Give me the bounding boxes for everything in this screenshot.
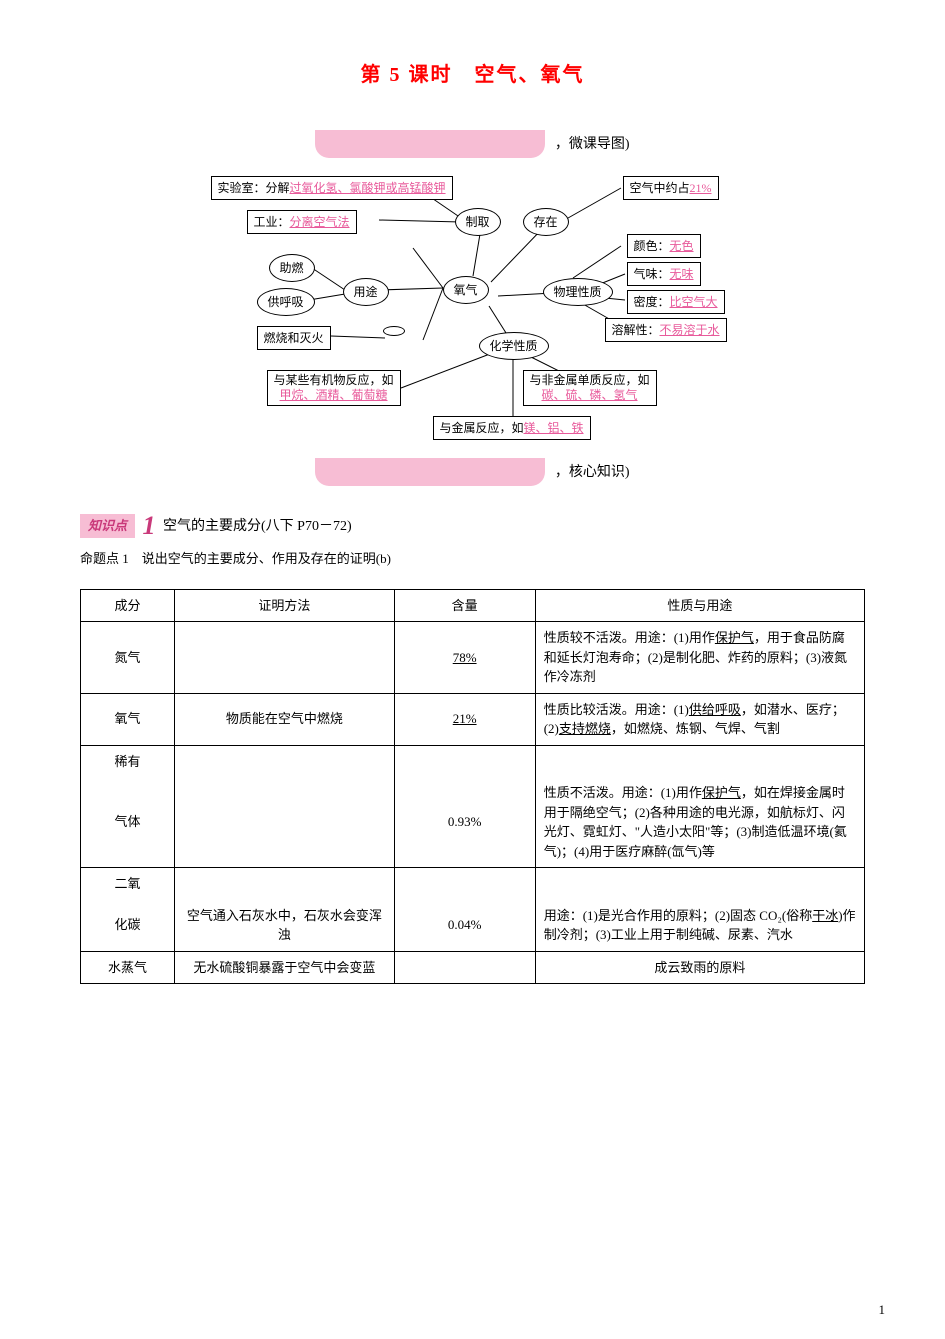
cell-h2o-amt [394,951,535,984]
node-metal-l1: 与金属反应，如 [440,421,524,435]
page-number: 1 [879,1300,886,1320]
node-solub-hl: 不易溶于水 [660,323,720,337]
th-component: 成分 [81,589,175,622]
node-air-pct: 空气中约占21% [623,176,719,200]
table-row: 二氧 [81,868,865,900]
cell-noble-proof [175,777,395,868]
node-center: 氧气 [443,276,489,304]
top-bar-row: ，微课导图) [153,130,793,158]
cell-co2-proof: 空气通入石灰水中，石灰水会变浑浊 [175,900,395,952]
cell-co2-b: 化碳 [81,900,175,952]
page-title: 第 5 课时 空气、氧气 [80,60,865,90]
cell-n2-amt: 78% [394,622,535,694]
node-aid-burn: 助燃 [269,254,315,282]
node-industry: 工业：分离空气法 [247,210,357,234]
table-row: 氮气 78% 性质较不活泼。用途：(1)用作保护气，用于食品防腐和延长灯泡寿命；… [81,622,865,694]
cell-o2-proof: 物质能在空气中燃烧 [175,693,395,745]
node-density: 密度：比空气大 [627,290,725,314]
cell-noble-use-a [535,745,864,777]
pink-bar-bottom [315,458,545,486]
diagram-section: ，微课导图) 实验室：分解过氧化氢、氯酸钾或高锰酸钾 [153,130,793,486]
cell-o2-amt: 21% [394,693,535,745]
table-row: 水蒸气 无水硫酸铜暴露于空气中会变蓝 成云致雨的原料 [81,951,865,984]
node-metal: 与金属反应，如镁、铝、铁 [433,416,591,440]
cell-o2-use: 性质比较活泼。用途：(1)供给呼吸，如潜水、医疗；(2)支持燃烧，如燃烧、炼钢、… [535,693,864,745]
node-burn-ext: 燃烧和灭火 [257,326,331,350]
knowledge-tag: 知识点 [80,514,135,538]
node-breathe: 供呼吸 [257,288,315,316]
table-row: 稀有 [81,745,865,777]
node-burn-ext-link [383,326,405,336]
th-use: 性质与用途 [535,589,864,622]
cell-o2: 氧气 [81,693,175,745]
cell-h2o-use: 成云致雨的原料 [535,951,864,984]
node-use: 用途 [343,278,389,306]
node-solub-prefix: 溶解性： [612,323,660,337]
node-smell: 气味：无味 [627,262,701,286]
th-proof: 证明方法 [175,589,395,622]
node-density-hl: 比空气大 [670,295,718,309]
bottom-bar-row: ，核心知识) [153,458,793,486]
air-table: 成分 证明方法 含量 性质与用途 氮气 78% 性质较不活泼。用途：(1)用作保… [80,589,865,985]
cell-n2-amt-val: 78% [453,650,477,665]
node-solub: 溶解性：不易溶于水 [605,318,727,342]
node-lab-hl: 过氧化氢、氯酸钾或高锰酸钾 [290,181,446,195]
mindmap: 实验室：分解过氧化氢、氯酸钾或高锰酸钾 工业：分离空气法 制取 存在 空气中约占… [153,168,793,448]
cell-co2-amt: 0.04% [394,900,535,952]
node-smell-hl: 无味 [670,267,694,281]
node-organic: 与某些有机物反应，如 甲烷、酒精、葡萄糖 [267,370,401,406]
cell-n2-proof [175,622,395,694]
node-nonmetal: 与非金属单质反应，如 碳、硫、磷、氢气 [523,370,657,406]
node-chem: 化学性质 [479,332,549,360]
pink-bar-top [315,130,545,158]
cell-noble-a: 稀有 [81,745,175,777]
table-header-row: 成分 证明方法 含量 性质与用途 [81,589,865,622]
cell-co2-use: 用途：(1)是光合作用的原料；(2)固态 CO₂(俗称干冰)作制冷剂；(3)工业… [535,900,864,952]
knowledge-sub: 命题点 1 说出空气的主要成分、作用及存在的证明(b) [80,549,865,569]
node-lab-prefix: 实验室：分解 [218,181,290,195]
cell-n2-use: 性质较不活泼。用途：(1)用作保护气，用于食品防腐和延长灯泡寿命；(2)是制化肥… [535,622,864,694]
cell-noble-amt-a [394,745,535,777]
table-row: 气体 0.93% 性质不活泼。用途：(1)用作保护气，如在焊接金属时用于隔绝空气… [81,777,865,868]
cell-noble-amt: 0.93% [394,777,535,868]
cell-co2-amt-a [394,868,535,900]
node-metal-hl: 镁、铝、铁 [524,421,584,435]
table-row: 化碳 空气通入石灰水中，石灰水会变浑浊 0.04% 用途：(1)是光合作用的原料… [81,900,865,952]
node-exist: 存在 [523,208,569,236]
knowledge-heading: 知识点 1 空气的主要成分(八下 P70－72) [80,506,865,545]
knowledge-number: 1 [143,511,156,540]
node-phys: 物理性质 [543,278,613,306]
node-industry-hl: 分离空气法 [290,215,350,229]
node-density-prefix: 密度： [634,295,670,309]
bottom-bar-label: ，核心知识) [555,462,630,483]
th-amount: 含量 [394,589,535,622]
cell-noble-proof-a [175,745,395,777]
cell-noble-use: 性质不活泼。用途：(1)用作保护气，如在焊接金属时用于隔绝空气；(2)各种用途的… [535,777,864,868]
cell-co2-a: 二氧 [81,868,175,900]
table-row: 氧气 物质能在空气中燃烧 21% 性质比较活泼。用途：(1)供给呼吸，如潜水、医… [81,693,865,745]
cell-noble-b: 气体 [81,777,175,868]
cell-co2-proof-a [175,868,395,900]
node-smell-prefix: 气味： [634,267,670,281]
knowledge-heading-text: 空气的主要成分(八下 P70－72) [163,519,352,534]
cell-h2o: 水蒸气 [81,951,175,984]
node-organic-hl: 甲烷、酒精、葡萄糖 [280,388,388,402]
node-industry-prefix: 工业： [254,215,290,229]
node-color-hl: 无色 [670,239,694,253]
node-nonmetal-l1: 与非金属单质反应，如 [530,373,650,387]
cell-o2-amt-val: 21% [453,711,477,726]
cell-h2o-proof: 无水硫酸铜暴露于空气中会变蓝 [175,951,395,984]
cell-n2: 氮气 [81,622,175,694]
node-organic-l1: 与某些有机物反应，如 [274,373,394,387]
node-color-prefix: 颜色： [634,239,670,253]
node-prepare: 制取 [455,208,501,236]
node-nonmetal-hl: 碳、硫、磷、氢气 [542,388,638,402]
node-air-pct-prefix: 空气中约占 [630,181,690,195]
cell-co2-use-a [535,868,864,900]
node-color: 颜色：无色 [627,234,701,258]
node-air-pct-hl: 21% [690,181,712,195]
node-lab: 实验室：分解过氧化氢、氯酸钾或高锰酸钾 [211,176,453,200]
top-bar-label: ，微课导图) [555,134,630,155]
